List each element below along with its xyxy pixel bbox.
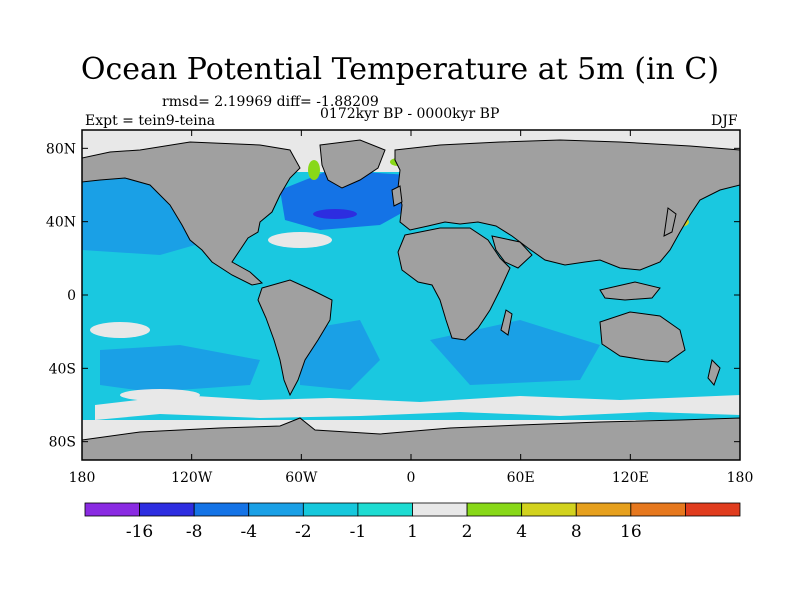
eurasia-land [394, 139, 741, 271]
season-label: DJF [711, 113, 738, 129]
colorbar-swatch [466, 502, 523, 517]
colorbar-swatch [193, 502, 250, 517]
south-pacific-cool-zone [100, 345, 260, 392]
southeast-asia-islands [599, 281, 661, 301]
lat-axis: 80N 40N 0 40S 80S [46, 141, 740, 451]
colorbar-label: -2 [295, 522, 312, 542]
lon-tick-label: 0 [407, 470, 416, 486]
land-masses [81, 139, 741, 461]
north-atlantic-cold-core [313, 209, 357, 219]
colorbar-label: 8 [571, 522, 582, 542]
colorbar-label: -16 [126, 522, 153, 542]
stats-label: rmsd= 2.19969 diff= -1.88209 [162, 94, 379, 110]
colorbar-label: 1 [407, 522, 418, 542]
lat-tick-label: 40S [49, 361, 76, 377]
lat-tick-label: 40N [46, 215, 76, 231]
lat-tick-label: 80S [49, 435, 76, 451]
lon-tick-label: 120W [171, 470, 213, 486]
madagascar-land [500, 309, 513, 336]
experiment-label: Expt = tein9-teina [85, 113, 216, 129]
southern-white-patch [120, 389, 200, 401]
south-america-land [257, 279, 333, 397]
colorbar-label: -1 [350, 522, 367, 542]
japan-islands [663, 207, 677, 237]
map-title: Ocean Potential Temperature at 5m (in C) [80, 52, 720, 87]
southern-warm-band [95, 395, 740, 420]
new-zealand-land [707, 359, 721, 386]
colorbar-label: 4 [516, 522, 527, 542]
colorbar-swatch [575, 502, 632, 517]
lon-axis: 180 120W 60W 0 60E 120E 180 [69, 130, 754, 486]
east-pacific-white-patch [90, 322, 150, 338]
australia-land [599, 311, 686, 363]
greenland-sea-warm-patch [308, 160, 320, 180]
lon-tick-label: 180 [69, 470, 96, 486]
colorbar-swatch [248, 502, 304, 517]
colorbar-label: 2 [462, 522, 473, 542]
colorbar-swatch [521, 502, 577, 517]
arabia-land [491, 235, 533, 269]
lon-tick-label: 60E [507, 470, 535, 486]
lon-tick-label: 60W [285, 470, 318, 486]
indian-ocean-cool-zone [430, 320, 600, 385]
colorbar-swatch [139, 502, 195, 517]
colorbar-label: 16 [620, 522, 642, 542]
colorbar-swatch [685, 502, 741, 517]
africa-land [397, 227, 511, 341]
period-label: 0172kyr BP - 0000kyr BP [320, 106, 500, 122]
north-atlantic-white-patch [268, 232, 332, 248]
colorbar-swatch [84, 502, 140, 517]
colorbar-label: -4 [240, 522, 257, 542]
colorbar-swatch [357, 502, 413, 517]
greenland-land [319, 139, 386, 189]
lon-tick-label: 120E [612, 470, 649, 486]
colorbar-label: -8 [186, 522, 203, 542]
lat-tick-label: 0 [67, 288, 76, 304]
colorbar-swatch [302, 502, 359, 517]
lat-tick-label: 80N [46, 141, 76, 157]
north-america-land [81, 141, 301, 286]
colorbar-swatch [630, 502, 686, 517]
lon-tick-label: 180 [727, 470, 754, 486]
colorbar: -16 -8 -4 -2 -1 1 2 4 8 16 [84, 502, 741, 542]
british-isles-land [391, 185, 403, 207]
colorbar-swatch [412, 502, 468, 517]
